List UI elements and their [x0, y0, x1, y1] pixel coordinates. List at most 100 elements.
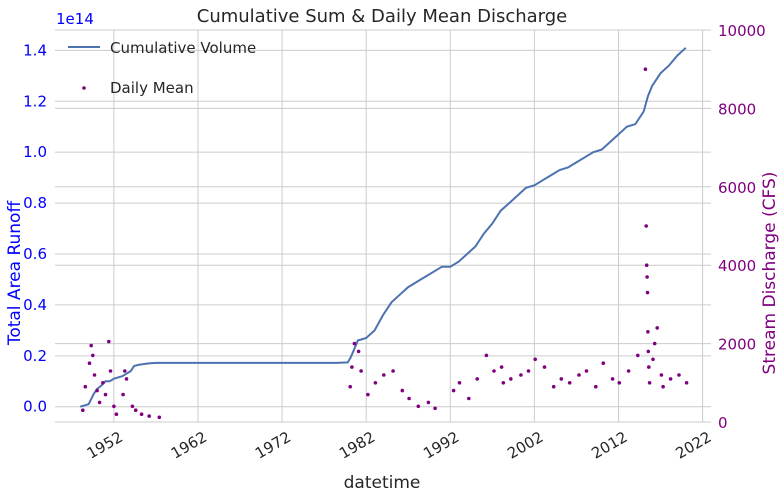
daily-mean-point — [147, 414, 151, 418]
daily-mean-point — [457, 381, 462, 385]
daily-mean-point — [652, 341, 657, 346]
daily-mean-point — [577, 373, 581, 377]
x-tick-label: 1962 — [168, 428, 210, 463]
x-axis-label: datetime — [344, 473, 421, 493]
daily-mean-point — [112, 404, 116, 409]
daily-mean-point — [647, 365, 651, 369]
daily-mean-point — [645, 275, 649, 279]
daily-mean-point — [97, 400, 102, 405]
daily-mean-point — [95, 388, 99, 393]
daily-mean-point — [130, 404, 135, 409]
daily-mean-point — [139, 412, 144, 417]
x-tick-label: 1972 — [252, 428, 294, 463]
x-tick-label: 2022 — [673, 428, 715, 463]
y-left-tick-label: 0.0 — [23, 398, 47, 416]
y-right-tick-label: 8000 — [718, 100, 756, 118]
daily-mean-point — [123, 369, 127, 373]
daily-mean-point — [645, 290, 650, 295]
legend-label-cumulative: Cumulative Volume — [110, 39, 256, 57]
daily-mean-point — [646, 330, 650, 334]
x-tick-label: 1952 — [84, 428, 126, 463]
left-axis-offset-label: 1e14 — [56, 10, 94, 28]
daily-mean-point — [626, 369, 631, 373]
daily-mean-point — [89, 343, 93, 348]
daily-mean-point — [103, 392, 108, 397]
daily-mean-point — [121, 392, 125, 397]
daily-mean-point — [83, 384, 88, 389]
daily-mean-point — [91, 353, 95, 358]
daily-mean-point — [655, 326, 659, 330]
y-right-tick-label: 2000 — [718, 336, 756, 354]
daily-mean-series — [81, 67, 689, 420]
y-left-tick-label: 1.2 — [23, 92, 47, 110]
daily-mean-point — [157, 415, 162, 420]
daily-mean-point — [584, 369, 589, 373]
daily-mean-point — [101, 381, 105, 385]
daily-mean-point — [551, 384, 556, 389]
daily-mean-point — [610, 377, 615, 381]
y-right-tick-label: 10000 — [718, 22, 766, 40]
daily-mean-point — [567, 381, 572, 385]
daily-mean-point — [382, 373, 386, 377]
y-left-tick-label: 1.0 — [23, 143, 47, 161]
daily-mean-point — [373, 381, 378, 385]
daily-mean-point — [519, 373, 523, 377]
daily-mean-point — [348, 384, 353, 389]
daily-mean-point — [426, 400, 431, 405]
daily-mean-point — [356, 349, 361, 354]
daily-mean-point — [133, 408, 138, 413]
legend-dot-swatch — [82, 86, 86, 90]
daily-mean-point — [617, 381, 622, 385]
daily-mean-point — [92, 373, 97, 377]
daily-mean-point — [526, 369, 531, 373]
y-right-tick-label: 4000 — [718, 257, 756, 275]
y-right-tick-label: 6000 — [718, 179, 756, 197]
daily-mean-point — [350, 365, 354, 369]
daily-mean-point — [400, 388, 405, 393]
y-left-tick-label: 0.8 — [23, 194, 47, 212]
daily-mean-point — [542, 365, 547, 369]
daily-mean-point — [107, 339, 111, 344]
daily-mean-point — [659, 373, 664, 377]
daily-mean-point — [499, 365, 504, 369]
daily-mean-point — [352, 341, 357, 346]
daily-mean-point — [124, 377, 129, 381]
daily-mean-point — [359, 369, 363, 373]
daily-mean-point — [433, 406, 437, 411]
daily-mean-point — [636, 353, 640, 358]
daily-mean-point — [391, 369, 395, 373]
daily-mean-point — [677, 373, 681, 377]
daily-mean-point — [644, 224, 648, 228]
y-axis-left-label: Total Area Runoff — [5, 200, 25, 347]
daily-mean-point — [668, 377, 673, 381]
daily-mean-point — [87, 361, 92, 366]
daily-mean-point — [492, 369, 496, 373]
daily-mean-point — [647, 381, 652, 385]
x-tick-label: 1992 — [420, 428, 462, 463]
y-left-tick-label: 0.4 — [23, 296, 47, 314]
daily-mean-point — [646, 349, 651, 354]
daily-mean-point — [416, 404, 421, 409]
daily-mean-point — [644, 263, 649, 268]
daily-mean-point — [661, 384, 665, 389]
daily-mean-point — [501, 381, 506, 385]
daily-mean-point — [114, 412, 119, 417]
cumulative-volume-series — [79, 47, 687, 408]
daily-mean-point — [559, 377, 564, 381]
y-left-tick-label: 0.6 — [23, 245, 47, 263]
y-left-tick-label: 0.2 — [23, 347, 47, 365]
y-left-tick-label: 1.4 — [23, 41, 47, 59]
daily-mean-point — [643, 67, 648, 71]
daily-mean-point — [533, 357, 537, 362]
daily-mean-point — [509, 377, 513, 381]
y-axis-right-label: Stream Discharge (CFS) — [760, 172, 780, 375]
daily-mean-point — [651, 357, 655, 362]
daily-mean-point — [484, 353, 489, 358]
daily-mean-point — [108, 369, 113, 373]
x-tick-label: 1982 — [336, 428, 378, 463]
daily-mean-point — [407, 396, 411, 401]
daily-mean-point — [366, 392, 370, 397]
x-tick-label: 2012 — [588, 428, 630, 463]
legend: Cumulative Volume Daily Mean — [68, 39, 256, 97]
